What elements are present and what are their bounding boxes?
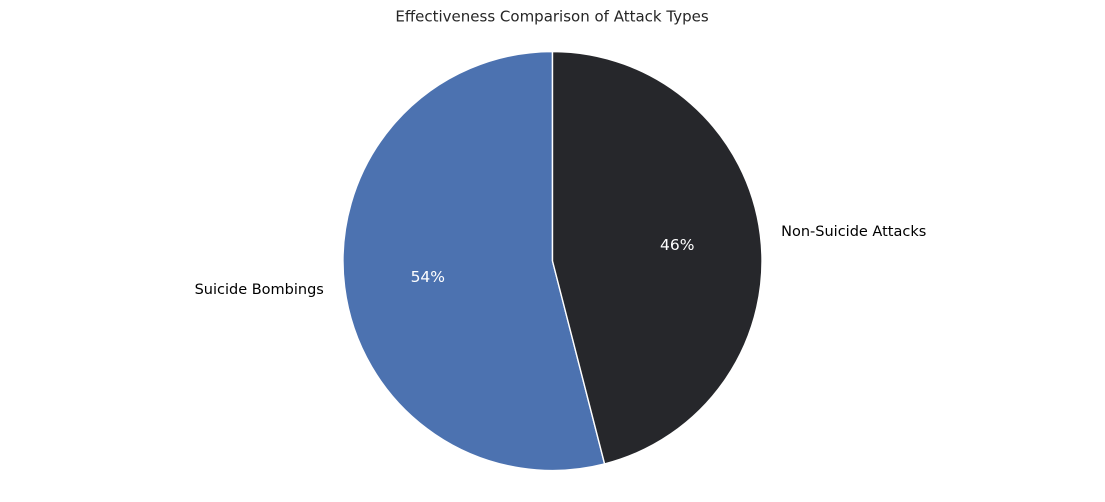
pie-category-label-1: Suicide Bombings [195, 282, 324, 298]
pie-category-label-2: Non-Suicide Attacks [781, 224, 926, 240]
chart-title: Effectiveness Comparison of Attack Types [395, 8, 708, 26]
pie-slices [342, 50, 763, 472]
pie-slice-1 [342, 50, 606, 472]
pie-percent-label-1: 54% [411, 268, 445, 286]
pie-percent-label-2: 46% [660, 236, 694, 254]
pie-labels: 54% Suicide Bombings 46% Non-Suicide Attack… [195, 224, 927, 298]
pie-slice-2 [551, 50, 763, 465]
